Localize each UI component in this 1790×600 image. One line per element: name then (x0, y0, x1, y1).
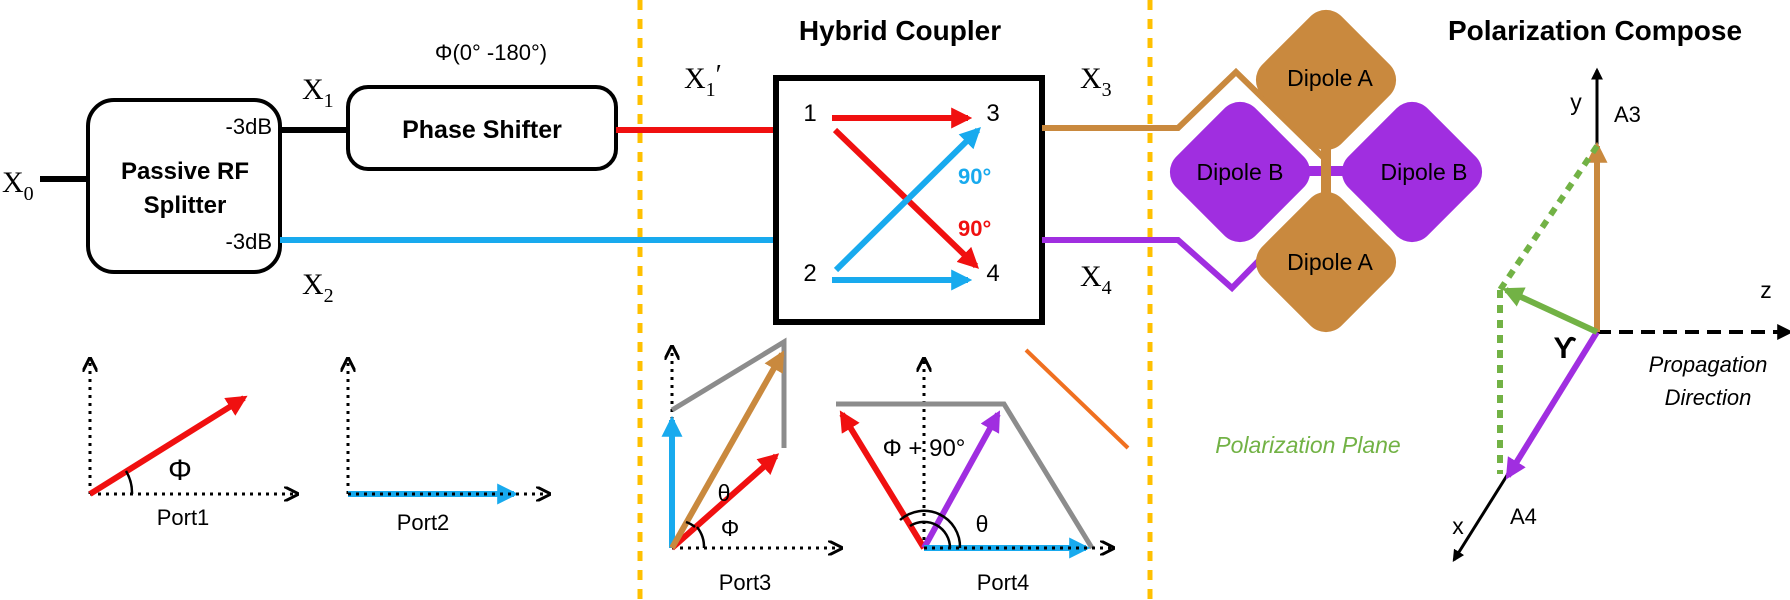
polarization-plane-label: Polarization Plane (1215, 432, 1400, 458)
a3-label: A3 (1614, 102, 1641, 127)
port1-vector (88, 395, 248, 497)
x4-label: X4 (1080, 260, 1112, 299)
propagation-label-line1: Propagation (1649, 352, 1768, 377)
x1-prime-label: X1′ (684, 60, 722, 101)
port4-label: Port4 (977, 570, 1030, 595)
dipole-b-left (1169, 101, 1311, 243)
splitter-label-line2: Splitter (144, 192, 227, 219)
a4-vector (1505, 330, 1600, 480)
dipole-b-left-label: Dipole B (1197, 159, 1284, 185)
port4-arc-inner (909, 520, 952, 549)
coupler-phase-red: 90° (958, 216, 991, 241)
propagation-label-line2: Direction (1665, 385, 1752, 410)
port4-parallelogram (836, 401, 1095, 550)
port4-arc-outer (899, 509, 962, 549)
dipole-a-top (1255, 9, 1397, 151)
y-axis-label: y (1570, 89, 1582, 115)
dipole-a-bottom (1255, 191, 1397, 333)
dipole-b-right (1341, 101, 1483, 243)
port1-label: Port1 (157, 505, 210, 530)
port3-theta-label: θ (718, 480, 731, 506)
port3-label: Port3 (719, 570, 772, 595)
x-axis-label: x (1452, 513, 1464, 539)
coupler-phase-blue: 90° (958, 164, 991, 189)
x0-label: X0 (2, 166, 34, 205)
phase-shifter-range: Φ(0° -180°) (435, 40, 547, 65)
gamma-label: ϒ (1553, 332, 1576, 365)
x2-label: X2 (302, 268, 334, 307)
x3-label: X3 (1080, 62, 1112, 101)
dipole-a-bottom-label: Dipole A (1287, 249, 1373, 275)
port1-angle-arc (124, 470, 134, 495)
hybrid-coupler-title: Hybrid Coupler (799, 15, 1001, 46)
splitter-top-gain: -3dB (226, 114, 272, 139)
z-axis-label: z (1760, 277, 1772, 303)
port4-theta-label: θ (976, 511, 989, 537)
port4-angle-label: Φ + 90° (883, 435, 966, 462)
x1-label: X1 (302, 73, 334, 112)
phase-shifter-label: Phase Shifter (402, 116, 562, 144)
coupler-arrow-2-to-3 (833, 127, 981, 273)
a4-label: A4 (1510, 504, 1537, 529)
port1-angle-label: Φ (168, 454, 192, 487)
polarization-compose-title: Polarization Compose (1448, 15, 1742, 46)
coupler-port-1: 1 (803, 100, 816, 127)
port3-phi-arc (695, 526, 706, 549)
coupler-port-2: 2 (803, 260, 816, 287)
port3-theta-arc (685, 520, 696, 528)
port3-phi-label: Φ (721, 515, 739, 541)
x3-output-line (1042, 67, 1331, 165)
polarization-vector (1502, 287, 1599, 335)
orange-slash (1024, 348, 1130, 450)
splitter-label-line1: Passive RF (121, 158, 249, 185)
coupler-port-4: 4 (986, 260, 999, 287)
dipole-a-top-label: Dipole A (1287, 65, 1373, 91)
rf-splitter-box (86, 98, 282, 274)
polarization-dashed-top (1497, 144, 1600, 292)
port3-sum-vector (669, 350, 785, 550)
port3-red-vector (670, 453, 780, 551)
feed-a (1321, 136, 1331, 208)
port2-label: Port2 (397, 510, 450, 535)
dipole-b-right-label: Dipole B (1381, 159, 1468, 185)
coupler-port-3: 3 (986, 100, 999, 127)
splitter-bottom-gain: -3dB (226, 229, 272, 254)
port3-parallelogram (670, 337, 787, 448)
